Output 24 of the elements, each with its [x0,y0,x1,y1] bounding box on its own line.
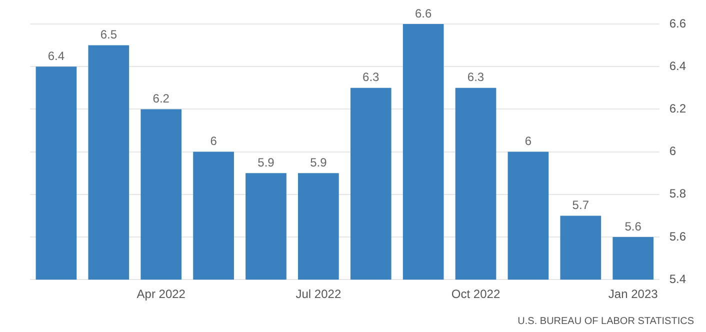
data-label: 6.4 [48,48,65,63]
data-label: 6.6 [414,6,432,20]
y-tick-label: 6 [669,144,676,158]
data-label: 6 [210,134,218,148]
data-label: 5.9 [258,155,275,170]
y-tick-label: 5.6 [669,229,686,244]
data-label: 5.6 [624,219,642,234]
x-tick-label: Apr 2022 [136,287,186,302]
y-tick-label: 6.6 [669,16,686,30]
data-label: 6.3 [362,70,380,84]
text: U.S. BUREAU OF LABOR STATISTICS [518,316,694,327]
x-tick-label: Jan 2023 [608,287,658,302]
x-tick-label: Jul 2022 [296,287,342,302]
data-label: 6.3 [467,70,484,84]
data-label: 6.5 [100,28,118,42]
data-label: 6.2 [152,92,170,106]
x-tick-label: Oct 2022 [451,287,500,302]
data-label: 6 [524,134,532,148]
data-label: 5.9 [310,155,328,170]
y-tick-label: 5.8 [669,186,686,201]
y-tick-label: 6.4 [669,58,686,73]
y-tick-label: 5.4 [669,272,686,286]
y-tick-label: 6.2 [669,102,686,116]
data-label: 5.7 [572,198,590,212]
